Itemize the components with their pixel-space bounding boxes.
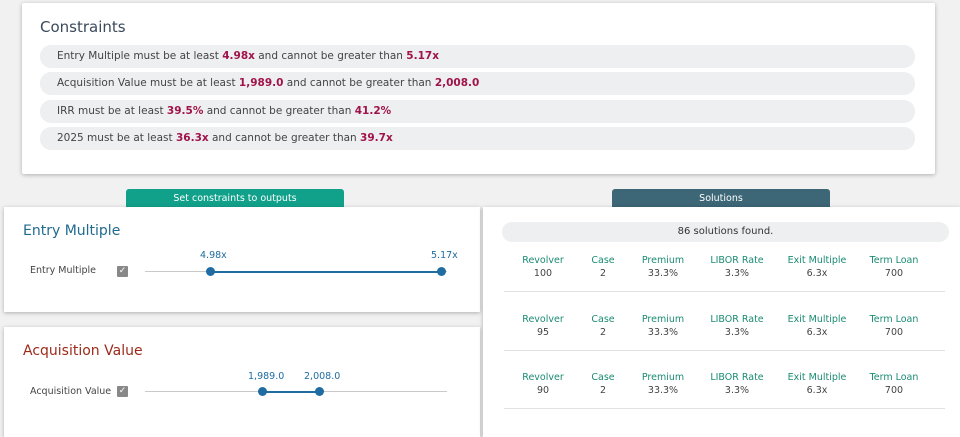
constraint-text: and cannot be greater than — [203, 105, 355, 117]
constraint-min: 1,989.0 — [238, 77, 284, 89]
solution-cell-premium: Premium 33.3% — [641, 255, 685, 279]
constraint-row-entry-multiple: Entry Multiple must be at least 4.98x an… — [40, 45, 915, 68]
acquisition-value-low-value: 1,989.0 — [248, 371, 285, 382]
constraints-title: Constraints — [40, 18, 126, 36]
constraint-text: and cannot be greater than — [283, 77, 435, 89]
solution-cell-exit-multiple: Exit Multiple 6.3x — [787, 255, 847, 279]
constraint-max: 41.2% — [354, 105, 392, 117]
solution-cell-revolver: Revolver 90 — [522, 372, 564, 396]
acquisition-value-high-value: 2,008.0 — [304, 371, 341, 382]
acquisition-value-low-handle[interactable] — [258, 387, 267, 396]
entry-multiple-low-handle[interactable] — [206, 267, 215, 276]
constraint-row-2025: 2025 must be at least 36.3x and cannot b… — [40, 127, 915, 150]
constraint-min: 36.3x — [175, 132, 209, 144]
solution-row[interactable]: Revolver 100 Case 2 Premium 33.3% LIBOR Rat… — [483, 255, 960, 313]
constraint-max: 2,008.0 — [434, 77, 480, 89]
constraint-row-acquisition-value: Acquisition Value must be at least 1,989… — [40, 72, 915, 95]
solution-cell-premium: Premium 33.3% — [641, 314, 685, 338]
acquisition-value-high-handle[interactable] — [315, 387, 324, 396]
solution-cell-exit-multiple: Exit Multiple 6.3x — [787, 372, 847, 396]
constraint-min: 4.98x — [222, 50, 255, 62]
solution-cell-case: Case 2 — [591, 372, 615, 396]
solution-cell-libor-rate: LIBOR Rate 3.3% — [710, 255, 764, 279]
constraint-text: and cannot be greater than — [208, 132, 361, 144]
solution-cell-revolver: Revolver 95 — [522, 314, 564, 338]
entry-multiple-high-value: 5.17x — [431, 250, 458, 261]
entry-multiple-low-value: 4.98x — [200, 250, 227, 261]
entry-multiple-title: Entry Multiple — [23, 223, 121, 239]
solution-cell-libor-rate: LIBOR Rate 3.3% — [710, 372, 764, 396]
constraint-max: 39.7x — [360, 132, 393, 144]
solution-cell-term-loan: Term Loan 700 — [869, 372, 919, 396]
acquisition-value-label: Acquisition Value — [30, 386, 112, 397]
solution-cell-exit-multiple: Exit Multiple 6.3x — [787, 314, 847, 338]
solution-row[interactable]: Revolver 90 Case 2 Premium 33.3% LIBOR Rate… — [483, 372, 960, 430]
solution-cell-revolver: Revolver 100 — [522, 255, 564, 279]
entry-multiple-checkbox[interactable]: ✓ — [117, 266, 128, 277]
entry-multiple-slider-range — [211, 270, 442, 273]
constraint-row-irr: IRR must be at least 39.5% and cannot be… — [40, 100, 915, 123]
acquisition-value-title: Acquisition Value — [23, 343, 143, 359]
row-divider — [504, 408, 945, 409]
solution-row[interactable]: Revolver 95 Case 2 Premium 33.3% LIBOR Rate… — [483, 314, 960, 372]
acquisition-value-checkbox[interactable]: ✓ — [117, 386, 128, 397]
constraints-panel: Constraints Entry Multiple must be at le… — [22, 3, 935, 174]
solution-cell-term-loan: Term Loan 700 — [869, 314, 919, 338]
constraint-min: 39.5% — [166, 105, 204, 117]
constraint-text: Entry Multiple must be at least — [57, 50, 223, 62]
row-divider — [504, 291, 945, 292]
solution-cell-case: Case 2 — [591, 314, 615, 338]
solutions-panel: 86 solutions found. Revolver 100 Case 2 Pr… — [483, 207, 960, 437]
solutions-count: 86 solutions found. — [502, 222, 949, 242]
acquisition-value-slider-range — [262, 390, 319, 393]
constraint-max: 5.17x — [406, 50, 439, 62]
constraint-text: IRR must be at least — [57, 105, 167, 117]
solution-cell-premium: Premium 33.3% — [641, 372, 685, 396]
tab-solutions[interactable]: Solutions — [612, 189, 830, 208]
constraint-text: Acquisition Value must be at least — [57, 77, 239, 89]
acquisition-value-panel: Acquisition Value Acquisition Value ✓ 1,… — [4, 327, 480, 437]
solution-cell-term-loan: Term Loan 700 — [869, 255, 919, 279]
solution-cell-libor-rate: LIBOR Rate 3.3% — [710, 314, 764, 338]
entry-multiple-label: Entry Multiple — [30, 265, 97, 276]
constraint-text: 2025 must be at least — [57, 132, 176, 144]
entry-multiple-panel: Entry Multiple Entry Multiple ✓ 4.98x 5.… — [4, 207, 480, 312]
row-divider — [504, 350, 945, 351]
tab-set-constraints[interactable]: Set constraints to outputs — [126, 189, 344, 208]
entry-multiple-high-handle[interactable] — [437, 267, 446, 276]
solution-cell-case: Case 2 — [591, 255, 615, 279]
constraint-text: and cannot be greater than — [254, 50, 407, 62]
